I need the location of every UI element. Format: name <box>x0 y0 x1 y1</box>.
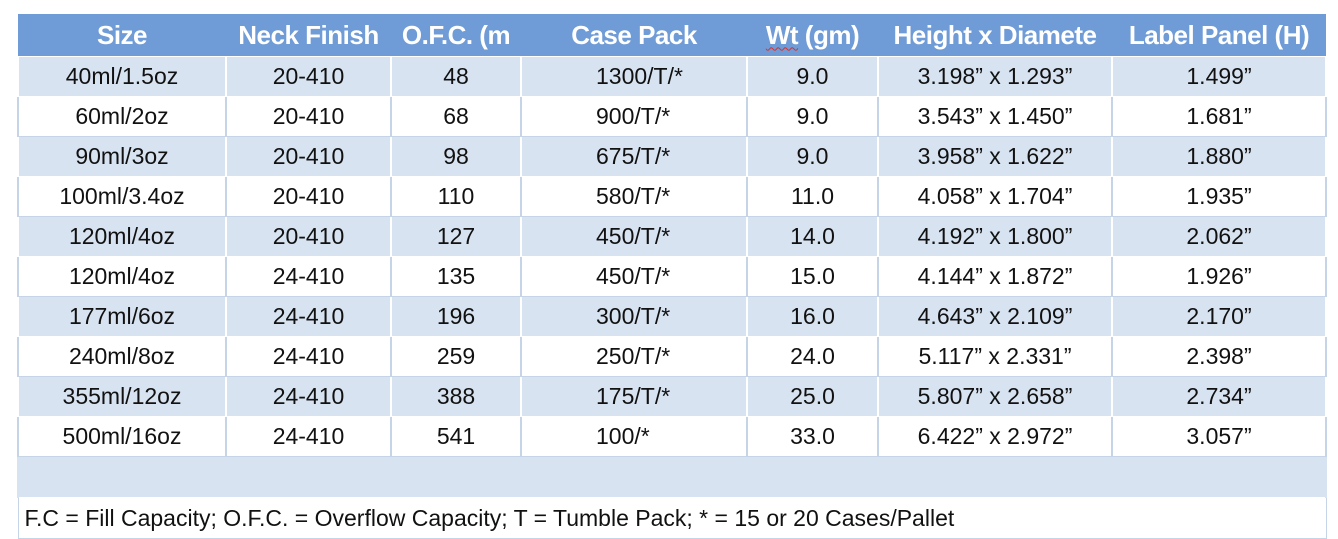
table-row: 100ml/3.4oz 20-410 110 580/T/* 11.0 4.058” x … <box>17 176 1327 217</box>
cell-size: 60ml/2oz <box>17 96 227 137</box>
cell-ofc: 135 <box>390 256 522 297</box>
cell-ofc: 48 <box>390 56 522 97</box>
table-row: 120ml/4oz 24-410 135 450/T/* 15.0 4.144” x 1.… <box>17 256 1327 297</box>
cell-case-pack: 675/T/* <box>520 136 748 177</box>
table-row: 90ml/3oz 20-410 98 675/T/* 9.0 3.958” x 1.622… <box>17 136 1327 177</box>
footnote-text: F.C = Fill Capacity; O.F.C. = Overflow C… <box>17 497 1327 539</box>
cell-height-diameter: 3.958” x 1.622” <box>877 136 1113 177</box>
header-neck-finish: Neck Finish <box>226 14 391 57</box>
header-height-diameter: Height x Diamete <box>878 14 1112 57</box>
cell-height-diameter: 5.807” x 2.658” <box>877 376 1113 417</box>
cell-size: 500ml/16oz <box>17 416 227 457</box>
header-weight: Wt (gm) <box>747 14 878 57</box>
cell-size: 120ml/4oz <box>17 256 227 297</box>
cell-weight: 25.0 <box>746 376 879 417</box>
header-ofc: O.F.C. (m <box>391 14 521 57</box>
cell-neck-finish: 24-410 <box>225 296 392 337</box>
cell-neck-finish: 20-410 <box>225 96 392 137</box>
cell-weight: 14.0 <box>746 216 879 257</box>
bottle-spec-table-container: Size Neck Finish O.F.C. (m Case Pack Wt … <box>17 14 1327 539</box>
table-row: 240ml/8oz 24-410 259 250/T/* 24.0 5.117” x 2.… <box>17 336 1327 377</box>
cell-height-diameter: 4.058” x 1.704” <box>877 176 1113 217</box>
cell-height-diameter: 3.543” x 1.450” <box>877 96 1113 137</box>
cell-case-pack: 580/T/* <box>520 176 748 217</box>
table-row: 60ml/2oz 20-410 68 900/T/* 9.0 3.543” x 1.450… <box>17 96 1327 137</box>
cell-neck-finish: 20-410 <box>225 56 392 97</box>
cell-weight: 11.0 <box>746 176 879 217</box>
cell-label-panel: 3.057” <box>1111 416 1327 457</box>
cell-weight: 9.0 <box>746 96 879 137</box>
cell-case-pack: 450/T/* <box>520 256 748 297</box>
cell-height-diameter: 3.198” x 1.293” <box>877 56 1113 97</box>
cell-neck-finish: 24-410 <box>225 256 392 297</box>
header-row: Size Neck Finish O.F.C. (m Case Pack Wt … <box>18 14 1326 57</box>
cell-size: 240ml/8oz <box>17 336 227 377</box>
footnote-row: F.C = Fill Capacity; O.F.C. = Overflow C… <box>17 497 1327 539</box>
bottle-spec-table: Size Neck Finish O.F.C. (m Case Pack Wt … <box>17 14 1327 539</box>
table-row: 355ml/12oz 24-410 388 175/T/* 25.0 5.807” x 2… <box>17 376 1327 417</box>
cell-size: 120ml/4oz <box>17 216 227 257</box>
table-row: 177ml/6oz 24-410 196 300/T/* 16.0 4.643” x 2.… <box>17 296 1327 337</box>
table-row: 120ml/4oz 20-410 127 450/T/* 14.0 4.192” x 1.… <box>17 216 1327 257</box>
cell-height-diameter: 4.643” x 2.109” <box>877 296 1113 337</box>
cell-weight: 16.0 <box>746 296 879 337</box>
cell-label-panel: 1.880” <box>1111 136 1327 177</box>
cell-size: 355ml/12oz <box>17 376 227 417</box>
cell-neck-finish: 24-410 <box>225 416 392 457</box>
cell-size: 100ml/3.4oz <box>17 176 227 217</box>
header-case-pack: Case Pack <box>521 14 747 57</box>
cell-ofc: 98 <box>390 136 522 177</box>
cell-weight: 9.0 <box>746 56 879 97</box>
cell-case-pack: 900/T/* <box>520 96 748 137</box>
cell-case-pack: 175/T/* <box>520 376 748 417</box>
cell-height-diameter: 4.192” x 1.800” <box>877 216 1113 257</box>
cell-label-panel: 2.062” <box>1111 216 1327 257</box>
header-label-panel: Label Panel (H) <box>1112 14 1326 57</box>
table-row: 40ml/1.5oz 20-410 48 1300/T/* 9.0 3.198” x 1.… <box>17 56 1327 97</box>
cell-weight: 24.0 <box>746 336 879 377</box>
cell-ofc: 68 <box>390 96 522 137</box>
cell-ofc: 388 <box>390 376 522 417</box>
cell-size: 90ml/3oz <box>17 136 227 177</box>
blank-cell <box>17 456 1327 498</box>
cell-ofc: 127 <box>390 216 522 257</box>
cell-size: 177ml/6oz <box>17 296 227 337</box>
cell-neck-finish: 24-410 <box>225 336 392 377</box>
cell-case-pack: 450/T/* <box>520 216 748 257</box>
table-body: 40ml/1.5oz 20-410 48 1300/T/* 9.0 3.198” x 1.… <box>17 56 1327 539</box>
cell-neck-finish: 20-410 <box>225 136 392 177</box>
cell-label-panel: 1.935” <box>1111 176 1327 217</box>
cell-height-diameter: 5.117” x 2.331” <box>877 336 1113 377</box>
cell-label-panel: 1.499” <box>1111 56 1327 97</box>
cell-label-panel: 2.398” <box>1111 336 1327 377</box>
table-row: 500ml/16oz 24-410 541 100/* 33.0 6.422” x 2.9… <box>17 416 1327 457</box>
cell-case-pack: 1300/T/* <box>520 56 748 97</box>
cell-label-panel: 2.170” <box>1111 296 1327 337</box>
header-weight-unit: (gm) <box>798 19 860 50</box>
cell-height-diameter: 4.144” x 1.872” <box>877 256 1113 297</box>
cell-neck-finish: 20-410 <box>225 216 392 257</box>
cell-height-diameter: 6.422” x 2.972” <box>877 416 1113 457</box>
cell-ofc: 110 <box>390 176 522 217</box>
cell-case-pack: 100/* <box>520 416 748 457</box>
blank-row <box>17 456 1327 498</box>
cell-case-pack: 300/T/* <box>520 296 748 337</box>
cell-weight: 33.0 <box>746 416 879 457</box>
cell-weight: 9.0 <box>746 136 879 177</box>
cell-label-panel: 2.734” <box>1111 376 1327 417</box>
cell-neck-finish: 20-410 <box>225 176 392 217</box>
cell-case-pack: 250/T/* <box>520 336 748 377</box>
cell-ofc: 259 <box>390 336 522 377</box>
cell-ofc: 541 <box>390 416 522 457</box>
header-size: Size <box>18 14 226 57</box>
cell-weight: 15.0 <box>746 256 879 297</box>
header-weight-spellcheck-word: Wt <box>765 19 799 50</box>
cell-neck-finish: 24-410 <box>225 376 392 417</box>
cell-ofc: 196 <box>390 296 522 337</box>
cell-size: 40ml/1.5oz <box>17 56 227 97</box>
cell-label-panel: 1.681” <box>1111 96 1327 137</box>
cell-label-panel: 1.926” <box>1111 256 1327 297</box>
